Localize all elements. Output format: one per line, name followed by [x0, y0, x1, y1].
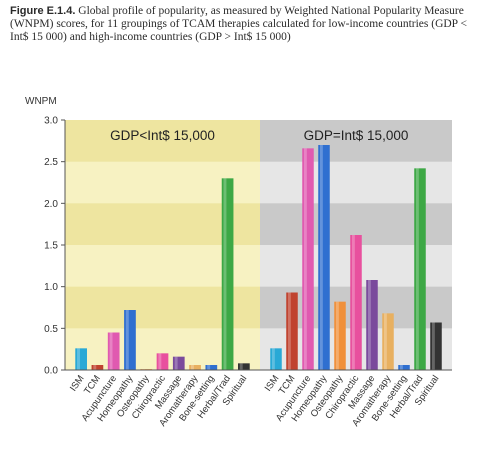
bar-spiritual: [238, 363, 250, 370]
group-title: GDP=Int$ 15,000: [304, 128, 409, 143]
y-tick-label: 3.0: [44, 116, 58, 127]
bar-highlight: [77, 348, 80, 370]
bar-ism: [75, 348, 87, 370]
y-tick-label: 0.5: [44, 324, 58, 335]
bar-highlight: [303, 148, 307, 370]
bar-highlight: [383, 313, 387, 370]
y-tick-label: 1.0: [44, 282, 58, 293]
bar-highlight: [174, 356, 178, 370]
bar-homeopathy: [124, 310, 136, 370]
bar-aromatherapy: [382, 313, 394, 370]
bar-highlight: [335, 301, 339, 370]
figure-caption-text: Global profile of popularity, as measure…: [10, 5, 468, 43]
y-tick-label: 2.0: [44, 199, 58, 210]
bar-bone-setting: [398, 365, 410, 370]
bar-spiritual: [430, 322, 442, 370]
bar-herbal-trad: [414, 168, 426, 370]
figure-label: Figure E.1.4.: [10, 5, 76, 17]
bar-massage: [366, 280, 378, 370]
bar-highlight: [239, 363, 243, 370]
bar-homeopathy: [318, 145, 330, 370]
bar-highlight: [93, 365, 97, 370]
bar-highlight: [431, 322, 435, 370]
bar-ism: [270, 348, 282, 370]
bar-osteopathy: [334, 301, 346, 370]
bar-highlight: [399, 365, 403, 370]
bar-acupuncture: [302, 148, 314, 370]
bar-highlight: [125, 310, 129, 370]
figure-caption: Figure E.1.4. Global profile of populari…: [10, 5, 472, 44]
bar-chiropractic: [156, 353, 169, 370]
bar-acupuncture: [107, 332, 120, 370]
bar-highlight: [319, 145, 323, 370]
bar-highlight: [190, 365, 194, 370]
axes: [61, 119, 452, 371]
y-axis-label: WNPM: [25, 96, 57, 107]
bar-chiropractic: [350, 235, 362, 370]
grid-band: [65, 120, 260, 162]
bar-highlight: [367, 280, 371, 370]
bar-herbal-trad: [221, 178, 234, 370]
bar-massage: [172, 356, 185, 370]
bar-highlight: [351, 235, 355, 370]
bar-highlight: [223, 178, 227, 370]
group-title: GDP<Int$ 15,000: [110, 128, 215, 143]
bar-aromatherapy: [189, 365, 201, 370]
bars: [75, 145, 442, 370]
bar-highlight: [271, 348, 275, 370]
bar-highlight: [415, 168, 419, 370]
grid-bands: [65, 120, 452, 329]
bar-highlight: [287, 292, 291, 370]
bar-tcm: [286, 292, 298, 370]
y-tick-label: 0.0: [44, 366, 58, 377]
bar-tcm: [91, 365, 104, 370]
bar-bone-setting: [205, 365, 218, 370]
bar-highlight: [207, 365, 211, 370]
y-tick-label: 1.5: [44, 241, 58, 252]
bar-highlight: [158, 353, 162, 370]
grid-band: [260, 120, 452, 162]
y-tick-label: 2.5: [44, 157, 58, 168]
bar-highlight: [109, 332, 113, 370]
